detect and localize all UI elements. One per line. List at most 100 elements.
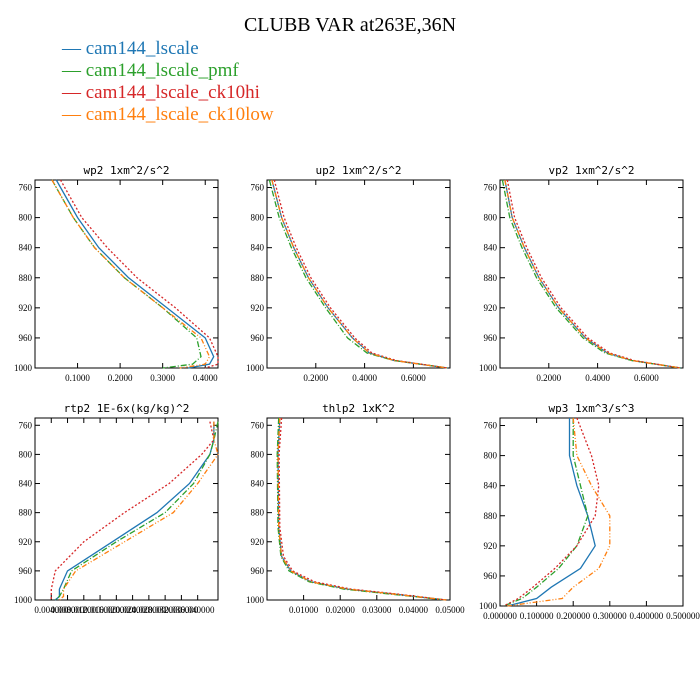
series-line-cam144-lscale-ck10low: [271, 179, 448, 369]
legend-line: —: [62, 38, 86, 59]
y-tick-label: 880: [484, 511, 498, 521]
y-tick-label: 1000: [479, 363, 498, 373]
y-tick-label: 1000: [246, 363, 265, 373]
y-tick-label: 840: [19, 479, 33, 489]
plot-frame: [34, 179, 219, 369]
x-tick-label: 0.2000: [108, 373, 133, 383]
series-line-cam144-lscale-pmf: [268, 179, 448, 369]
y-tick-label: 800: [484, 213, 498, 223]
y-tick-label: 960: [484, 571, 498, 581]
x-tick-label: 0.040000: [181, 605, 215, 615]
x-tick-label: 0.02000: [326, 605, 356, 615]
y-tick-label: 920: [484, 303, 498, 313]
series-line-cam144-lscale: [507, 418, 596, 607]
y-tick-label: 920: [19, 537, 33, 547]
series-line-cam144-lscale: [271, 179, 448, 369]
x-tick-label: 0.01000: [289, 605, 319, 615]
y-tick-label: 800: [19, 449, 33, 459]
series-line-cam144-lscale-ck10hi: [50, 421, 215, 600]
y-tick-label: 880: [251, 273, 265, 283]
y-tick-label: 960: [19, 333, 33, 343]
plot-frame: [34, 417, 219, 601]
series-line-cam144-lscale-ck10low: [507, 417, 611, 607]
figure-title: CLUBB VAR at263E,36N: [243, 14, 457, 36]
x-tick-label: 0.2000: [303, 373, 328, 383]
legend-item-1: — cam144_lscale: [62, 38, 199, 60]
y-tick-label: 840: [251, 479, 265, 489]
x-tick-label: 0.6000: [634, 373, 659, 383]
y-tick-label: 760: [19, 183, 33, 193]
y-tick-label: 920: [19, 303, 33, 313]
panel-title: wp2 1xm^2/s^2: [83, 164, 169, 177]
x-tick-label: 0.004000: [34, 605, 68, 615]
plot-frame: [499, 179, 684, 369]
y-tick-label: 880: [19, 273, 33, 283]
x-tick-label: 0.400000: [630, 611, 664, 621]
x-tick-label: 0.000000: [483, 611, 517, 621]
legend-label: cam144_lscale_ck10hi: [85, 82, 260, 103]
series-line-cam144-lscale-ck10low: [504, 179, 681, 369]
series-line-cam144-lscale: [504, 179, 681, 369]
legend-label: cam144_lscale_ck10low: [85, 104, 274, 125]
legend-line: —: [62, 82, 86, 103]
series-line-cam144-lscale-ck10hi: [59, 179, 219, 369]
x-tick-label: 0.4000: [352, 373, 377, 383]
y-tick-label: 840: [484, 481, 498, 491]
y-tick-label: 800: [484, 451, 498, 461]
y-tick-label: 960: [251, 333, 265, 343]
y-tick-label: 760: [484, 183, 498, 193]
x-tick-label: 0.020000: [99, 605, 133, 615]
series-line-cam144-lscale-pmf: [503, 418, 589, 607]
panel-title: up2 1xm^2/s^2: [315, 164, 401, 177]
series-line-cam144-lscale-ck10low: [51, 179, 211, 369]
x-tick-label: 0.012000: [67, 605, 101, 615]
y-tick-label: 800: [19, 213, 33, 223]
plot-frame: [499, 417, 684, 607]
x-tick-label: 0.3000: [150, 373, 175, 383]
x-tick-label: 0.028000: [132, 605, 166, 615]
panel-title: wp3 1xm^3/s^3: [548, 402, 634, 415]
y-tick-label: 960: [251, 566, 265, 576]
y-tick-label: 920: [251, 303, 265, 313]
series-line-cam144-lscale: [54, 421, 215, 601]
series-line-cam144-lscale-ck10hi: [273, 179, 448, 369]
series-line-cam144-lscale-ck10hi: [503, 417, 600, 607]
y-tick-label: 1000: [246, 595, 265, 605]
y-tick-label: 760: [19, 420, 33, 430]
y-tick-label: 880: [19, 508, 33, 518]
x-tick-label: 0.4000: [193, 373, 218, 383]
series-line-cam144-lscale-ck10low: [58, 421, 219, 601]
y-tick-label: 800: [251, 449, 265, 459]
x-tick-label: 0.024000: [116, 605, 150, 615]
series-line-cam144-lscale: [277, 417, 447, 601]
x-tick-label: 0.03000: [362, 605, 392, 615]
plot-frame: [266, 417, 451, 601]
legend-item-3: — cam144_lscale_ck10hi: [62, 82, 260, 104]
series-line-cam144-lscale-pmf: [54, 421, 219, 601]
x-tick-label: 0.1000: [65, 373, 90, 383]
x-tick-label: 0.2000: [536, 373, 561, 383]
y-tick-label: 960: [19, 566, 33, 576]
series-line-cam144-lscale: [55, 179, 215, 369]
y-tick-label: 760: [251, 183, 265, 193]
series-line-cam144-lscale-ck10low: [277, 417, 447, 601]
x-tick-label: 0.05000: [435, 605, 465, 615]
x-tick-label: 0.032000: [148, 605, 182, 615]
x-tick-label: 0.100000: [520, 611, 554, 621]
panel-title: thlp2 1xK^2: [322, 402, 395, 415]
legend-line: —: [62, 60, 86, 81]
y-tick-label: 840: [251, 243, 265, 253]
plot-frame: [266, 179, 451, 369]
x-tick-label: 0.6000: [401, 373, 426, 383]
x-tick-label: 0.016000: [83, 605, 117, 615]
x-tick-label: 0.200000: [556, 611, 590, 621]
x-tick-label: 0.500000: [666, 611, 700, 621]
y-tick-label: 920: [484, 541, 498, 551]
x-tick-label: 0.04000: [399, 605, 429, 615]
legend-item-2: — cam144_lscale_pmf: [62, 60, 239, 82]
y-tick-label: 840: [484, 243, 498, 253]
y-tick-label: 1000: [14, 595, 33, 605]
legend-line: —: [62, 104, 86, 125]
x-tick-label: 0.300000: [593, 611, 627, 621]
y-tick-label: 840: [19, 243, 33, 253]
